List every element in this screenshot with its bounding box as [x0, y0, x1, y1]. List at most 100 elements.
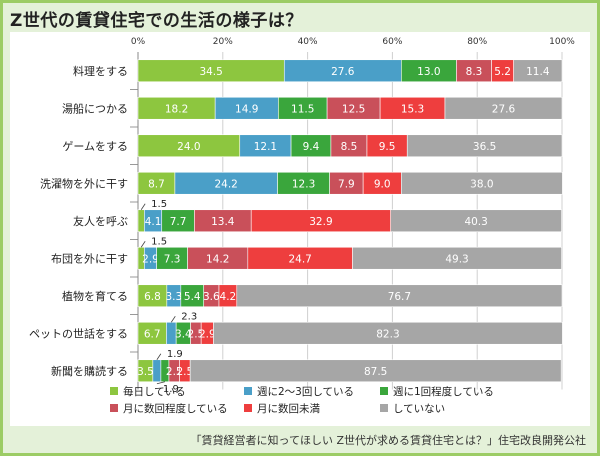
legend-swatch	[380, 404, 388, 412]
data-label: 3.6	[203, 291, 220, 303]
bar-segment	[213, 321, 563, 345]
data-label: 12.3	[292, 178, 315, 190]
data-label: 2.9	[142, 253, 159, 265]
data-label-leader	[170, 316, 176, 323]
data-label: 27.6	[492, 103, 516, 115]
data-label: 24.2	[214, 178, 237, 190]
data-label: 14.2	[206, 253, 229, 265]
x-tick-label: 40%	[298, 37, 318, 47]
data-label: 34.5	[199, 66, 222, 78]
data-label: 1.9	[163, 384, 179, 395]
data-label: 27.6	[331, 66, 355, 78]
data-label-leader	[140, 203, 146, 210]
data-label: 2.5	[177, 366, 194, 378]
data-label: 3.5	[137, 366, 154, 378]
data-label: 1.9	[167, 349, 183, 360]
bar-segment	[444, 96, 563, 120]
data-label: 18.2	[165, 103, 188, 115]
data-label: 38.0	[470, 178, 493, 190]
data-label-leader	[140, 241, 146, 248]
data-label: 14.9	[235, 103, 258, 115]
category-label: 新聞を購読する	[51, 364, 128, 378]
data-label: 12.1	[254, 141, 277, 153]
legend-swatch	[380, 387, 388, 395]
category-label: 植物を育てる	[62, 289, 128, 303]
data-label: 24.7	[288, 253, 311, 265]
data-label: 12.5	[342, 103, 365, 115]
data-label: 3.4	[175, 328, 192, 340]
data-label: 82.3	[376, 328, 399, 340]
legend-swatch	[244, 387, 252, 395]
category-label: 洗濯物を外に干す	[40, 176, 128, 190]
data-label: 13.0	[417, 66, 440, 78]
category-label: 料理をする	[73, 64, 128, 78]
category-label: 友人を呼ぶ	[73, 214, 128, 228]
data-label: 87.5	[364, 366, 387, 378]
bar-segment	[352, 246, 562, 270]
data-label: 15.3	[401, 103, 424, 115]
data-label: 8.5	[341, 141, 358, 153]
data-label: 4.2	[220, 291, 237, 303]
legend-label: 月に数回程度している	[123, 402, 228, 415]
x-tick-label: 80%	[467, 37, 487, 47]
data-label: 11.5	[291, 103, 314, 115]
data-label: 3.3	[165, 291, 182, 303]
data-label: 5.2	[494, 66, 511, 78]
chart-title: Z世代の賃貸住宅での生活の様子は？	[10, 11, 303, 31]
data-label: 9.5	[379, 141, 396, 153]
stacked-bar-chart: 0% 20% 40% 60% 80% 100% 料理をする 34.5 27.6 13.0 8.3 5.…	[29, 37, 575, 415]
x-tick-label: 20%	[213, 37, 233, 47]
data-label: 6.8	[144, 291, 161, 303]
legend-label: していない	[393, 403, 445, 415]
data-label: 49.3	[445, 253, 468, 265]
bar-segment	[189, 359, 562, 383]
data-label: 2.9	[199, 328, 216, 340]
bar-segment	[406, 134, 563, 158]
bar-segment	[236, 284, 563, 308]
data-label: 2.5	[166, 366, 183, 378]
x-tick-label: 100%	[549, 37, 575, 47]
bar-segment	[152, 359, 162, 383]
data-label: 7.7	[170, 216, 187, 228]
source-footer: 「賃貸経営者に知ってほしい Z世代が求める賃貸住宅とは？」住宅改良開発公社	[190, 434, 586, 447]
data-label: 2.5	[188, 328, 205, 340]
legend-swatch	[110, 404, 118, 412]
data-label: 6.7	[144, 328, 161, 340]
data-label: 8.3	[466, 66, 483, 78]
data-label: 1.5	[151, 199, 167, 210]
data-label: 11.4	[526, 66, 550, 78]
data-label: 36.5	[473, 141, 496, 153]
data-label: 9.4	[303, 141, 320, 153]
data-label: 1.5	[151, 236, 167, 247]
data-label: 7.3	[164, 253, 181, 265]
data-label: 5.4	[184, 291, 201, 303]
data-label: 2.3	[181, 311, 197, 322]
data-label: 8.7	[148, 178, 165, 190]
category-label: 布団を外に干す	[51, 252, 128, 265]
data-label-leader	[156, 381, 166, 385]
category-label: 湯船につかる	[62, 101, 128, 115]
x-tick-label: 0%	[131, 37, 146, 47]
bar-segment	[137, 209, 145, 233]
legend-swatch	[110, 387, 118, 395]
legend-swatch	[244, 404, 252, 412]
data-label: 13.4	[211, 216, 235, 228]
data-label: 40.3	[464, 216, 487, 228]
category-label: ペットの世話をする	[29, 326, 128, 340]
x-tick-label: 60%	[382, 37, 402, 47]
data-label: 9.0	[374, 178, 391, 190]
data-label: 7.9	[338, 178, 355, 190]
data-label-leader	[156, 353, 162, 360]
bar-segment	[401, 171, 563, 195]
category-label: ゲームをする	[62, 140, 128, 153]
bar-segment	[390, 209, 562, 233]
legend-label: 月に数回未満	[257, 402, 320, 415]
legend-label: 毎日している	[123, 385, 186, 398]
data-label: 4.1	[145, 216, 162, 228]
legend-label: 週に1回程度している	[393, 385, 494, 398]
data-label: 24.0	[177, 141, 200, 153]
chart-panel: 0% 20% 40% 60% 80% 100% 料理をする 34.5 27.6 13.0 8.3 5.…	[10, 32, 590, 426]
data-label: 32.9	[309, 216, 332, 228]
data-label: 76.7	[388, 291, 411, 303]
